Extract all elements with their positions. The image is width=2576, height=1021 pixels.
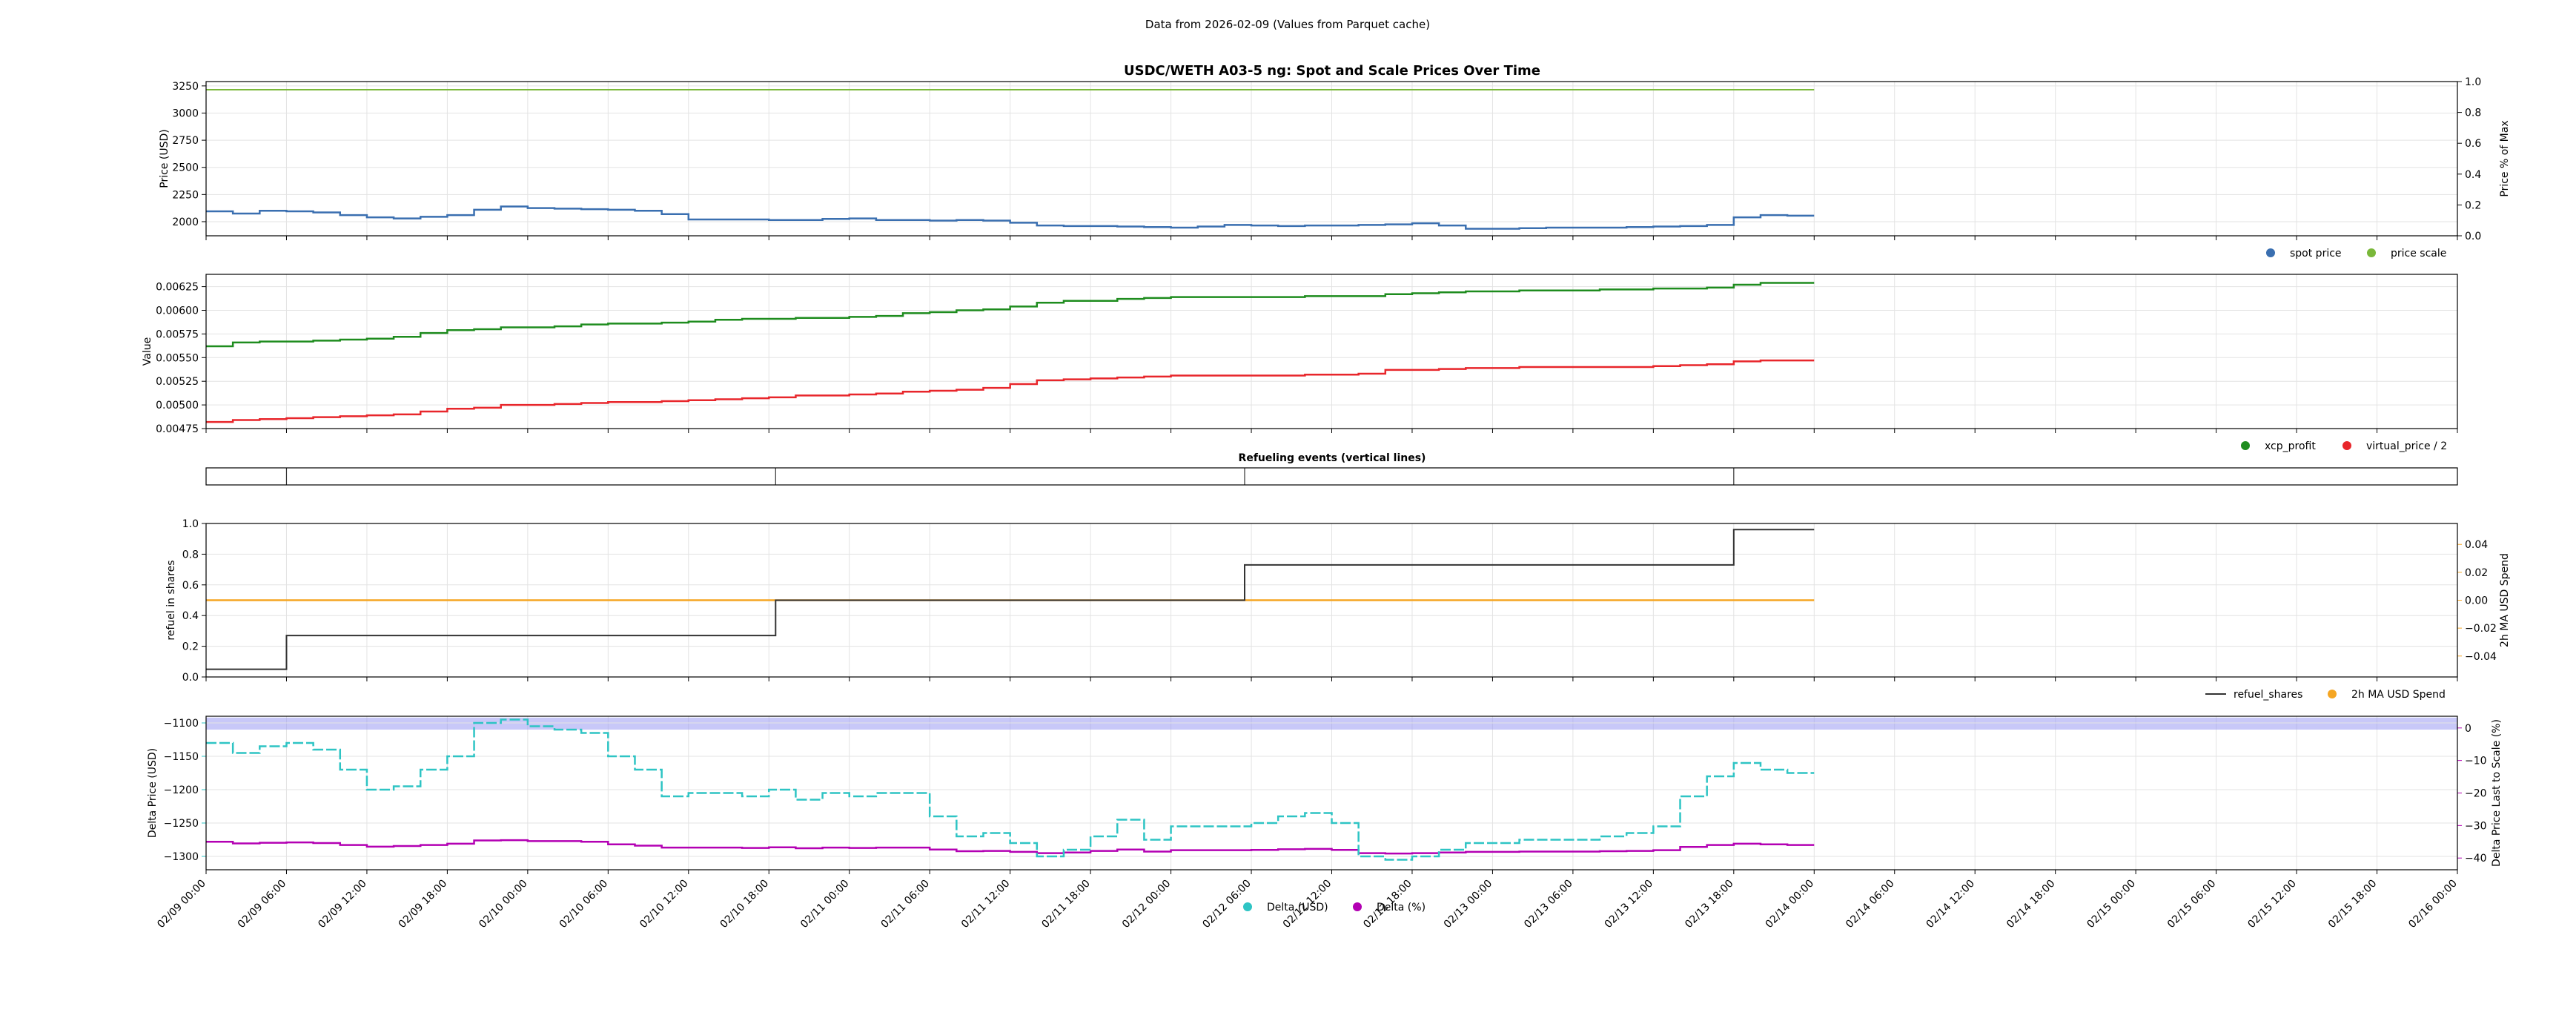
- legend-ma-usd-spend-label: 2h MA USD Spend: [2351, 689, 2446, 701]
- legend-virtual-price-marker: [2342, 441, 2351, 450]
- legend-spot-price-label: spot price: [2290, 248, 2342, 260]
- panel-1-ylabel-right: Price % of Max: [2499, 120, 2511, 196]
- y2-tick-label: −0.04: [2465, 651, 2497, 663]
- y-tick-label: −1100: [164, 718, 199, 730]
- y-tick-label: 2000: [172, 217, 199, 228]
- legend-xcp-profit-label: xcp_profit: [2265, 440, 2316, 452]
- y2-tick-label: 0.4: [2465, 169, 2481, 181]
- xcp-profit-line: [206, 282, 1815, 348]
- delta-usd-line: [206, 718, 1815, 861]
- y2-tick-label: 0: [2465, 723, 2471, 735]
- y2-tick-label: 0.02: [2465, 567, 2488, 579]
- y2-tick-label: 0.2: [2465, 199, 2481, 211]
- legend-ma-usd-spend-marker: [2328, 690, 2337, 698]
- y-tick-label: 0.4: [182, 610, 199, 622]
- y-tick-label: 0.2: [182, 641, 199, 653]
- refuel-shares-line: [206, 529, 1815, 670]
- legend-delta-pct-label: Delta (%): [1377, 902, 1426, 913]
- grid-layer: [205, 82, 2458, 870]
- legend-spot-price-marker: [2266, 248, 2275, 257]
- y-tick-label: 0.00625: [156, 282, 199, 294]
- zero-band: [206, 717, 2457, 730]
- spot-price-line: [206, 205, 1815, 230]
- panel-2-ylabel: Value: [142, 337, 153, 366]
- y-tick-label: 1.0: [182, 518, 199, 530]
- panel-1-title: USDC/WETH A03-5 ng: Spot and Scale Price…: [1124, 63, 1540, 79]
- y2-tick-label: −10: [2465, 756, 2487, 767]
- legend-refuel-shares-label: refuel_shares: [2234, 689, 2302, 701]
- legend-delta-usd-label: Delta (USD): [1267, 902, 1328, 913]
- y-tick-label: 0.00550: [156, 352, 199, 364]
- panel-5-ylabel-right: Delta Price Last to Scale (%): [2491, 719, 2503, 867]
- panel-3-title: Refueling events (vertical lines): [1239, 452, 1426, 464]
- legend-virtual-price-label: virtual_price / 2: [2366, 440, 2447, 452]
- y2-tick-label: −20: [2465, 788, 2487, 800]
- y-tick-label: 2250: [172, 189, 199, 201]
- y-tick-label: 2750: [172, 135, 199, 147]
- y2-tick-label: 0.00: [2465, 595, 2488, 607]
- y-tick-label: 0.6: [182, 580, 199, 592]
- legend-xcp-profit-marker: [2241, 441, 2250, 450]
- marks-layer: [206, 88, 1815, 861]
- y-tick-label: 0.00575: [156, 328, 199, 340]
- legend-delta-usd-marker: [1243, 902, 1252, 911]
- virtual-price-line: [206, 359, 1815, 423]
- legend-delta-pct-marker: [1353, 902, 1362, 911]
- panel-5-ylabel: Delta Price (USD): [147, 748, 159, 838]
- y2-tick-label: 0.0: [2465, 231, 2481, 242]
- y-tick-label: 0.8: [182, 549, 199, 561]
- panel-3-frame: [205, 467, 2458, 486]
- y2-tick-label: 1.0: [2465, 76, 2481, 88]
- y2-tick-label: −40: [2465, 853, 2487, 865]
- delta-pct-line: [206, 839, 1815, 855]
- y-tick-label: −1150: [164, 751, 199, 763]
- panel-4-ylabel: refuel in shares: [165, 560, 177, 640]
- y-tick-label: 0.00475: [156, 423, 199, 435]
- y-tick-label: −1250: [164, 818, 199, 830]
- y-tick-label: 0.00525: [156, 376, 199, 388]
- y-tick-label: −1300: [164, 851, 199, 863]
- y2-tick-label: 0.04: [2465, 539, 2488, 551]
- panel-1-ylabel: Price (USD): [159, 129, 170, 188]
- y-tick-label: 0.0: [182, 672, 199, 684]
- y-tick-label: 3250: [172, 81, 199, 93]
- y-tick-label: 0.00500: [156, 400, 199, 412]
- legend-price-scale-label: price scale: [2391, 248, 2446, 260]
- y2-tick-label: −0.02: [2465, 623, 2497, 635]
- y2-tick-label: 0.6: [2465, 138, 2481, 150]
- y-tick-label: 3000: [172, 108, 199, 119]
- y-tick-label: −1200: [164, 784, 199, 796]
- figure-header: Data from 2026-02-09 (Values from Parque…: [1145, 18, 1430, 31]
- y-tick-label: 2500: [172, 162, 199, 174]
- y-tick-label: 0.00600: [156, 305, 199, 317]
- panel-4-ylabel-right: 2h MA USD Spend: [2499, 553, 2511, 647]
- y2-tick-label: 0.8: [2465, 108, 2481, 119]
- legend-price-scale-marker: [2367, 248, 2376, 257]
- frames-layer: [202, 81, 2462, 874]
- y2-tick-label: −30: [2465, 820, 2487, 832]
